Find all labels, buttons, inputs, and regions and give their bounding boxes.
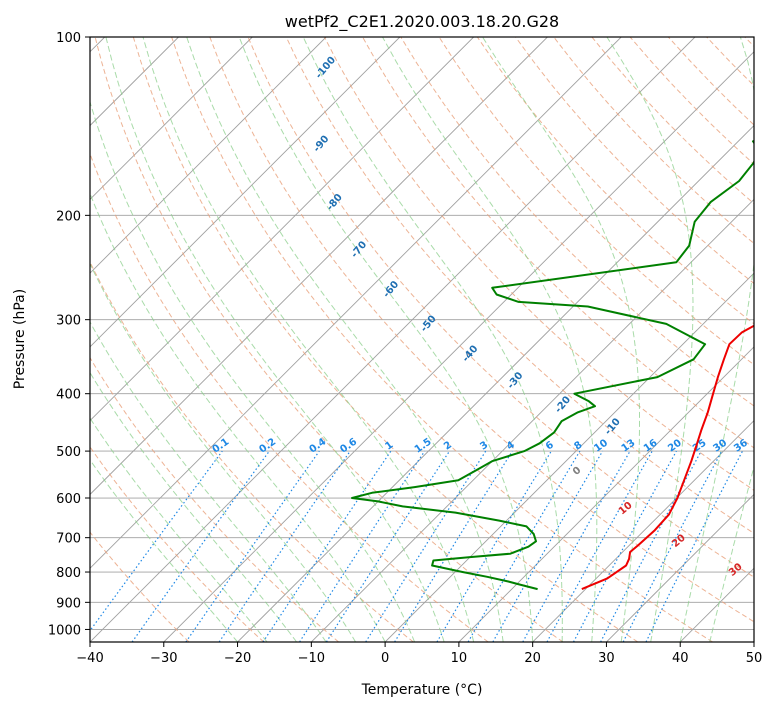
mixing-ratio-line <box>82 451 223 642</box>
moist-adiabat-line <box>21 37 355 642</box>
dry-adiabat-line <box>0 37 264 642</box>
x-tick-label: 50 <box>746 651 763 666</box>
moist-adiabat-line <box>383 37 597 642</box>
mixing-ratio-label: 3 <box>478 440 490 453</box>
moist-adiabat-label: -60 <box>381 279 401 300</box>
dry-adiabat-line <box>592 37 775 642</box>
mixing-ratio-label: 30 <box>711 438 729 455</box>
isotherm-line <box>0 37 326 642</box>
x-tick-label: 10 <box>451 651 468 666</box>
y-tick-label: 200 <box>56 209 81 224</box>
y-tick-label: 1000 <box>48 623 81 638</box>
dry-adiabat-line <box>0 37 339 642</box>
moist-adiabat-label: -70 <box>349 239 369 260</box>
x-tick-label: −30 <box>150 651 177 666</box>
moist-adiabat-line <box>74 37 415 642</box>
mixing-ratio-label: 0.6 <box>338 436 359 455</box>
moist-adiabat-line <box>239 37 533 642</box>
y-tick-label: 800 <box>56 566 81 581</box>
mixing-ratio-label: 0.4 <box>307 436 328 455</box>
isotherm-line <box>0 37 252 642</box>
moist-adiabat-line <box>680 37 760 642</box>
isotherm-line <box>90 37 695 642</box>
y-tick-label: 300 <box>56 314 81 329</box>
sounding-series <box>352 37 775 589</box>
dry-adiabat-label: 0 <box>571 465 583 478</box>
isotherm-line <box>385 37 775 642</box>
mixing-ratio-label: 4 <box>505 440 517 453</box>
dry-adiabat-line <box>745 37 775 642</box>
dry-adiabat-line <box>630 37 775 642</box>
x-tick-label: −40 <box>76 651 103 666</box>
moist-adiabat-label: -10 <box>603 416 623 437</box>
dry-adiabat-label: 20 <box>670 533 688 550</box>
moist-adiabat-label: -50 <box>419 313 439 334</box>
moist-adiabat-line <box>303 37 562 642</box>
moist-adiabat-label: -100 <box>314 55 339 81</box>
dry-adiabat-line <box>516 37 775 642</box>
isotherm-line <box>0 37 400 642</box>
y-axis-label: Pressure (hPa) <box>12 289 28 389</box>
mixing-ratio-label: 6 <box>544 440 556 453</box>
y-tick-label: 700 <box>56 532 81 547</box>
moist-adiabat-label: -80 <box>325 192 345 213</box>
dry-adiabat-line <box>668 37 775 642</box>
dry-adiabat-line <box>554 37 775 642</box>
y-tick-label: 600 <box>56 492 81 507</box>
dry-adiabat-line <box>133 37 638 642</box>
mixing-ratio-label: 2 <box>442 440 454 453</box>
x-tick-label: 40 <box>672 651 689 666</box>
moist-adiabat-label: -90 <box>311 134 331 155</box>
x-tick-label: 30 <box>598 651 615 666</box>
isotherm-line <box>164 37 769 642</box>
curves-layer <box>0 37 775 642</box>
mixing-ratio-line <box>437 451 551 642</box>
mixing-ratio-label: 0.2 <box>257 436 278 455</box>
moist-adiabat-line <box>607 37 693 642</box>
dewpoint-profile <box>352 37 775 589</box>
y-tick-label: 900 <box>56 596 81 611</box>
dry-adiabat-line <box>19 37 414 642</box>
y-tick-label: 100 <box>56 31 81 46</box>
moist-adiabat-line <box>187 37 504 642</box>
dry-adiabat-line <box>439 37 775 642</box>
mixing-ratio-line <box>263 451 391 642</box>
isotherm-line <box>533 37 775 642</box>
plot-frame <box>90 37 754 642</box>
moist-adiabat-line <box>0 37 238 642</box>
temperature-profile <box>582 37 775 589</box>
x-tick-label: −10 <box>298 651 325 666</box>
mixing-ratio-line <box>468 451 580 642</box>
mixing-ratio-label: 10 <box>592 438 610 455</box>
mixing-ratio-label: 16 <box>642 438 660 455</box>
x-tick-label: 20 <box>524 651 541 666</box>
dry-adiabat-label: 30 <box>727 561 745 578</box>
isotherm-line <box>0 37 547 642</box>
moist-adiabat-line <box>0 37 326 642</box>
mixing-ratio-line <box>219 451 350 642</box>
y-tick-label: 500 <box>56 445 81 460</box>
x-axis-label: Temperature (°C) <box>361 682 483 698</box>
dry-adiabat-label: 10 <box>617 500 635 517</box>
moist-adiabat-label: -40 <box>460 344 480 365</box>
x-tick-label: −20 <box>224 651 251 666</box>
y-tick-label: 400 <box>56 388 81 403</box>
isotherm-line <box>16 37 621 642</box>
isotherm-line <box>459 37 775 642</box>
mixing-ratio-label: 8 <box>572 440 584 453</box>
moist-adiabat-line <box>106 37 444 642</box>
x-tick-label: 0 <box>381 651 389 666</box>
mixing-ratio-label: 0.1 <box>210 436 231 455</box>
dry-adiabat-line <box>707 37 775 642</box>
isotherm-line <box>754 37 775 642</box>
grid-layer <box>0 37 775 642</box>
mixing-ratio-line <box>326 451 449 642</box>
chart-title: wetPf2_C2E1.2020.003.18.20.G28 <box>285 12 559 32</box>
mixing-ratio-label: 13 <box>620 438 638 455</box>
moist-adiabat-label: -30 <box>505 370 525 391</box>
